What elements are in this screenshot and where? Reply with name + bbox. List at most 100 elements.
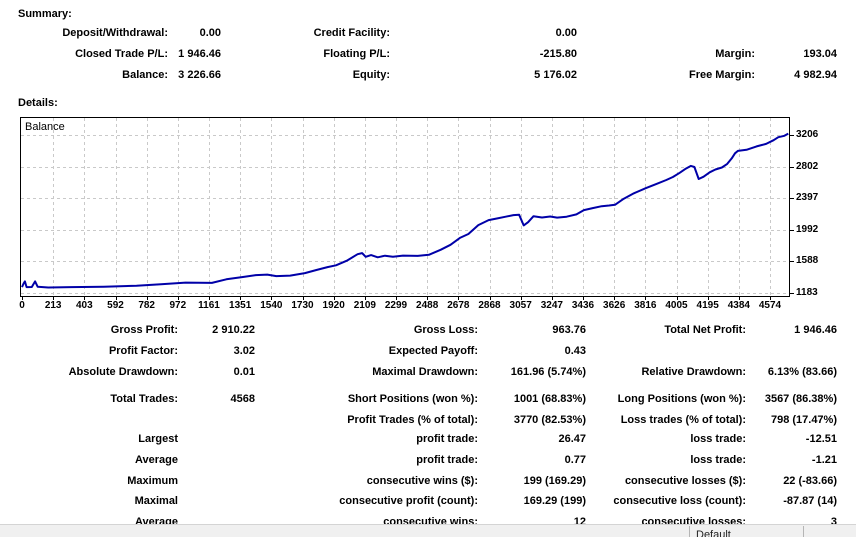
value-free-margin: 4 982.94 bbox=[794, 69, 837, 81]
x-axis-tick-label: 3626 bbox=[603, 300, 626, 311]
y-axis-tick-label: 1588 bbox=[796, 255, 819, 267]
x-axis-tick-label: 2868 bbox=[478, 300, 501, 311]
x-axis-tick-label: 213 bbox=[44, 300, 62, 311]
label-absolute-drawdown: Absolute Drawdown: bbox=[68, 366, 178, 378]
value-deposit-withdrawal: 0.00 bbox=[199, 27, 221, 39]
label-relative-drawdown: Relative Drawdown: bbox=[641, 366, 746, 378]
value-short-positions-won: 1001 (68.83%) bbox=[513, 393, 586, 405]
value-total-net-profit: 1 946.46 bbox=[794, 324, 837, 336]
label-deposit-withdrawal: Deposit/Withdrawal: bbox=[62, 27, 168, 39]
x-axis-tick-label: 2488 bbox=[416, 300, 439, 311]
x-axis-tick-label: 4384 bbox=[727, 300, 750, 311]
balance-chart bbox=[20, 117, 795, 302]
value-relative-drawdown: 6.13% (83.66) bbox=[767, 366, 837, 378]
statusbar-profile[interactable]: Default bbox=[696, 529, 731, 537]
value-profit-factor: 3.02 bbox=[233, 345, 255, 357]
balance-line bbox=[21, 132, 789, 289]
label-expected-payoff: Expected Payoff: bbox=[388, 345, 478, 357]
status-bar: Default bbox=[0, 524, 856, 537]
value-equity: 5 176.02 bbox=[534, 69, 577, 81]
x-axis-tick-label: 4195 bbox=[696, 300, 719, 311]
label-consecutive-profit-count: consecutive profit (count): bbox=[339, 495, 478, 507]
label-total-net-profit: Total Net Profit: bbox=[664, 324, 746, 336]
x-axis-tick-label: 403 bbox=[75, 300, 93, 311]
label-credit-facility: Credit Facility: bbox=[313, 27, 390, 39]
label-equity: Equity: bbox=[352, 69, 390, 81]
label-loss-trades-of-total: Loss trades (% of total): bbox=[620, 414, 746, 426]
x-axis-tick-label: 972 bbox=[169, 300, 187, 311]
label-loss-trade: loss trade: bbox=[690, 454, 746, 466]
label-loss-trade: loss trade: bbox=[690, 433, 746, 445]
value-credit-facility: 0.00 bbox=[555, 27, 577, 39]
value-absolute-drawdown: 0.01 bbox=[233, 366, 255, 378]
value-margin: 193.04 bbox=[803, 48, 837, 60]
x-axis-tick-label: 0 bbox=[19, 300, 25, 311]
label-free-margin: Free Margin: bbox=[688, 69, 755, 81]
y-axis-tick-label: 2802 bbox=[796, 160, 819, 172]
value-consecutive-losses: 22 (-83.66) bbox=[783, 475, 837, 487]
label-profit-factor: Profit Factor: bbox=[108, 345, 178, 357]
value-profit-trades-of-total: 3770 (82.53%) bbox=[513, 414, 586, 426]
summary-section-title: Summary: bbox=[18, 8, 72, 20]
label-long-positions-won: Long Positions (won %): bbox=[617, 393, 746, 405]
y-axis-tick-label: 3206 bbox=[796, 129, 819, 140]
x-axis-tick-label: 3057 bbox=[509, 300, 532, 311]
x-axis-tick-label: 2109 bbox=[353, 300, 376, 311]
value-floating-p-l: -215.80 bbox=[539, 48, 577, 60]
statusbar-separator bbox=[803, 526, 804, 537]
label-gross-loss: Gross Loss: bbox=[413, 324, 478, 336]
value-expected-payoff: 0.43 bbox=[564, 345, 586, 357]
label-average: Average bbox=[134, 454, 178, 466]
label-consecutive-loss-count: consecutive loss (count): bbox=[613, 495, 746, 507]
label-floating-p-l: Floating P/L: bbox=[323, 48, 390, 60]
x-axis-tick-label: 4005 bbox=[665, 300, 688, 311]
value-profit-trade: 0.77 bbox=[564, 454, 586, 466]
x-axis-tick-label: 3247 bbox=[540, 300, 563, 311]
x-axis-tick-label: 1351 bbox=[229, 300, 252, 311]
value-long-positions-won: 3567 (86.38%) bbox=[764, 393, 837, 405]
statusbar-separator bbox=[689, 526, 690, 537]
chart-legend-balance: Balance bbox=[25, 121, 65, 133]
x-axis-tick-label: 3436 bbox=[571, 300, 595, 311]
value-loss-trades-of-total: 798 (17.47%) bbox=[770, 414, 837, 426]
label-closed-trade-p-l: Closed Trade P/L: bbox=[75, 48, 168, 60]
x-axis-tick-label: 3816 bbox=[634, 300, 657, 311]
value-consecutive-profit-count: 169.29 (199) bbox=[523, 495, 586, 507]
value-closed-trade-p-l: 1 946.46 bbox=[178, 48, 221, 60]
value-gross-loss: 963.76 bbox=[552, 324, 586, 336]
x-axis-tick-label: 1920 bbox=[322, 300, 345, 311]
y-axis-tick-label: 1183 bbox=[796, 287, 818, 298]
x-axis-tick-label: 2299 bbox=[384, 300, 408, 311]
x-axis-tick-label: 4574 bbox=[758, 300, 782, 311]
label-maximal: Maximal bbox=[134, 495, 178, 507]
x-axis-tick-label: 782 bbox=[138, 300, 155, 311]
chart-canvas bbox=[20, 117, 794, 300]
details-section-title: Details: bbox=[18, 97, 58, 109]
value-consecutive-wins: 199 (169.29) bbox=[523, 475, 586, 487]
value-maximal-drawdown: 161.96 (5.74%) bbox=[510, 366, 586, 378]
value-consecutive-loss-count: -87.87 (14) bbox=[783, 495, 837, 507]
label-profit-trade: profit trade: bbox=[416, 433, 478, 445]
value-loss-trade: -1.21 bbox=[811, 454, 837, 466]
label-short-positions-won: Short Positions (won %): bbox=[347, 393, 478, 405]
value-loss-trade: -12.51 bbox=[805, 433, 837, 445]
label-balance: Balance: bbox=[122, 69, 168, 81]
y-axis-tick-label: 1992 bbox=[796, 223, 819, 235]
label-maximal-drawdown: Maximal Drawdown: bbox=[372, 366, 478, 378]
value-balance: 3 226.66 bbox=[178, 69, 221, 81]
x-axis-tick-label: 1161 bbox=[198, 300, 220, 311]
y-axis-tick-label: 2397 bbox=[796, 192, 819, 204]
x-axis-tick-label: 1540 bbox=[260, 300, 283, 311]
value-consecutive-losses: 3 bbox=[830, 516, 837, 528]
label-largest: Largest bbox=[138, 433, 178, 445]
label-profit-trade: profit trade: bbox=[416, 454, 478, 466]
label-consecutive-losses: consecutive losses ($): bbox=[624, 475, 746, 487]
x-axis-tick-label: 592 bbox=[107, 300, 124, 311]
label-gross-profit: Gross Profit: bbox=[110, 324, 178, 336]
value-profit-trade: 26.47 bbox=[558, 433, 586, 445]
label-maximum: Maximum bbox=[127, 475, 178, 487]
label-margin: Margin: bbox=[715, 48, 755, 60]
label-consecutive-wins: consecutive wins ($): bbox=[366, 475, 478, 487]
x-axis-tick-label: 1730 bbox=[291, 300, 314, 311]
